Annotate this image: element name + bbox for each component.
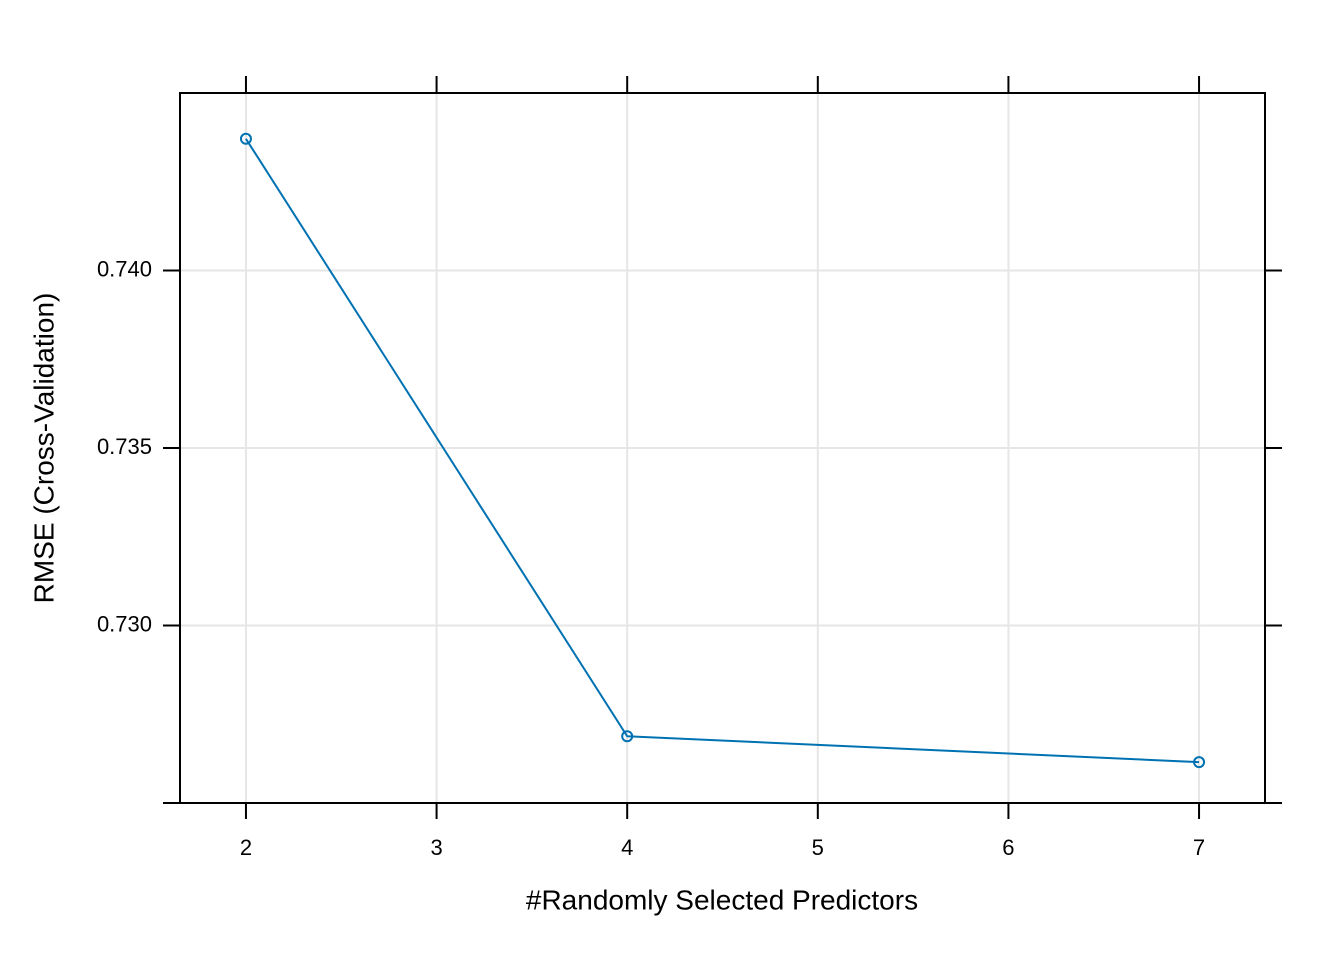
x-tick-label: 3 [430, 835, 442, 860]
x-axis-title: #Randomly Selected Predictors [526, 884, 918, 915]
point [621, 730, 634, 743]
x-tick-label: 2 [240, 835, 252, 860]
x-tick-label: 7 [1193, 835, 1205, 860]
x-tick-label: 4 [621, 835, 633, 860]
y-axis-title: RMSE (Cross-Validation) [28, 293, 59, 604]
y-tick-label: 0.730 [97, 611, 152, 636]
x-tick-label: 5 [812, 835, 824, 860]
point [1193, 756, 1206, 769]
point [239, 132, 252, 145]
y-tick-label: 0.735 [97, 434, 152, 459]
line [245, 138, 1200, 764]
x-tick-label: 6 [1002, 835, 1014, 860]
y-tick-label: 0.740 [97, 256, 152, 281]
